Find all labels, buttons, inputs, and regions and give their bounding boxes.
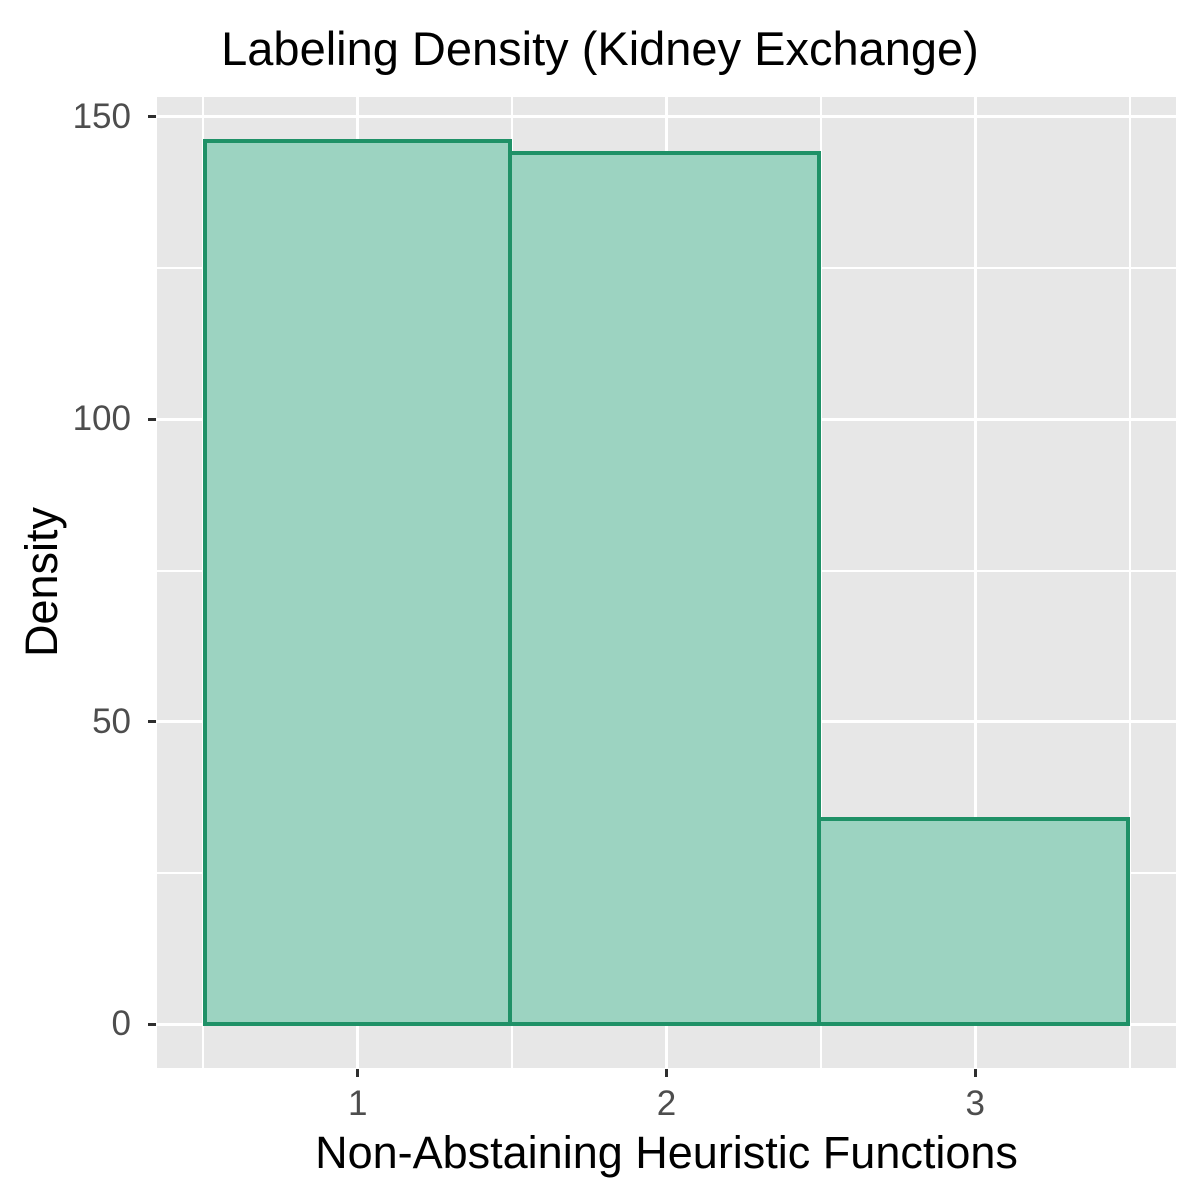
y-tick-label: 150 xyxy=(72,96,131,136)
major-gridline-x xyxy=(973,97,977,1068)
x-tick-mark xyxy=(356,1069,360,1077)
plot-title: Labeling Density (Kidney Exchange) xyxy=(221,22,979,75)
histogram-bar xyxy=(816,816,1130,1027)
x-tick-label: 3 xyxy=(965,1084,986,1123)
y-tick-label: 0 xyxy=(111,1004,131,1044)
x-axis-title: Non-Abstaining Heuristic Functions xyxy=(315,1127,1018,1178)
y-axis-title: Density xyxy=(16,506,67,658)
y-tick-label: 50 xyxy=(92,701,131,741)
y-tick-mark xyxy=(148,1022,156,1026)
minor-gridline-x xyxy=(1128,97,1131,1068)
histogram-bar xyxy=(508,151,821,1027)
x-tick-mark xyxy=(973,1069,977,1077)
y-tick-label: 100 xyxy=(72,399,131,439)
y-tick-mark xyxy=(148,115,156,119)
x-tick-label: 1 xyxy=(347,1084,368,1123)
x-tick-label: 2 xyxy=(656,1084,677,1123)
minor-gridline-x xyxy=(819,97,822,1068)
major-gridline-y xyxy=(157,115,1176,119)
y-tick-mark xyxy=(148,417,156,421)
histogram-bar xyxy=(203,139,513,1027)
plot-panel xyxy=(157,97,1176,1068)
y-tick-mark xyxy=(148,720,156,724)
x-tick-mark xyxy=(665,1069,668,1077)
